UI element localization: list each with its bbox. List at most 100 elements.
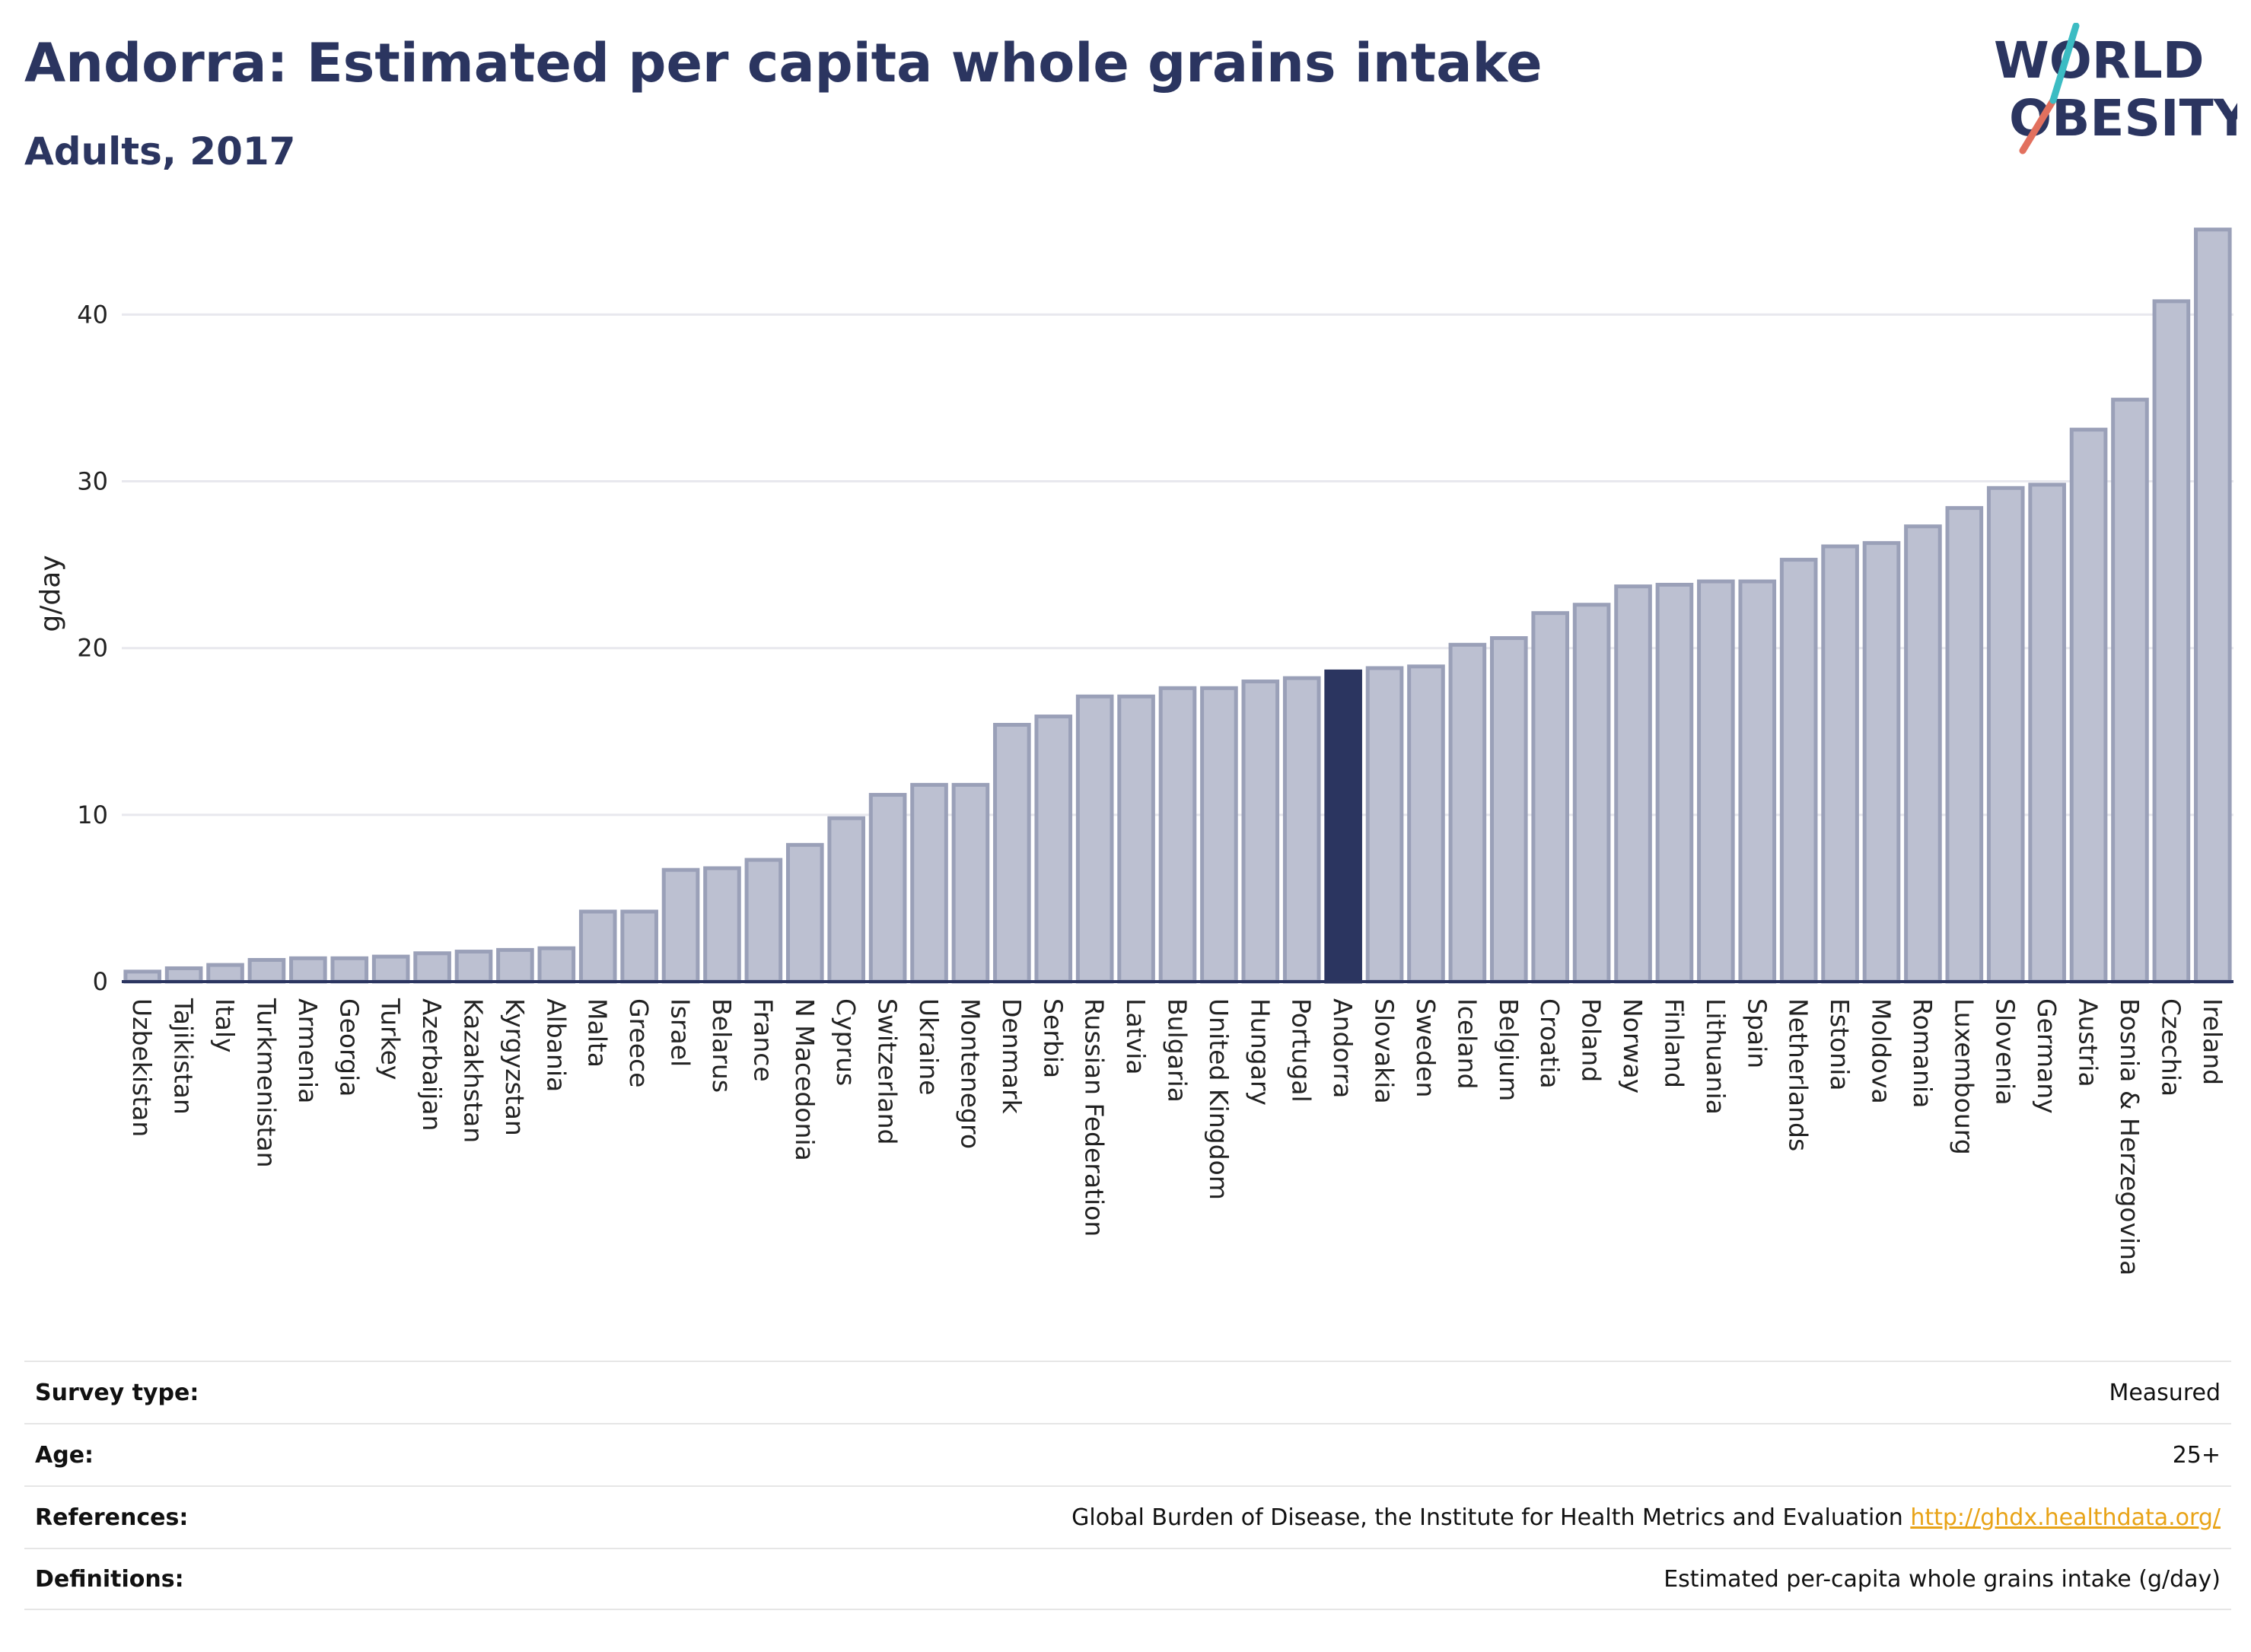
bar (2152, 299, 2191, 984)
x-tick-label: Estonia (1825, 998, 1855, 1090)
bar (1365, 666, 1404, 984)
bar (1075, 694, 1114, 984)
y-tick-label: 30 (77, 467, 108, 496)
chart-subtitle: Adults, 2017 (24, 129, 296, 173)
bar (578, 909, 617, 984)
bar (2069, 428, 2108, 984)
bar (496, 947, 534, 984)
bar (2111, 397, 2149, 984)
x-tick-label: Montenegro (955, 998, 985, 1149)
bar (1614, 584, 1652, 984)
x-tick-label: Belarus (707, 998, 737, 1093)
bar (1572, 603, 1611, 984)
bar (1241, 680, 1280, 984)
bar (910, 782, 948, 984)
bar (1158, 686, 1197, 984)
y-tick-label: 10 (77, 801, 108, 829)
info-row-survey-type: Survey type: Measured (24, 1361, 2231, 1423)
bar (785, 842, 824, 984)
y-tick-label: 40 (77, 300, 108, 329)
bar (1779, 558, 1818, 984)
bar (1904, 524, 1942, 984)
x-tick-label: Switzerland (873, 998, 903, 1145)
bar (1986, 485, 2025, 984)
x-tick-label: Uzbekistan (127, 998, 157, 1137)
bar (289, 956, 327, 984)
x-tick-label: Tajikistan (169, 998, 199, 1115)
x-tick-label: Belgium (1494, 998, 1523, 1101)
x-tick-label: Italy (210, 998, 240, 1053)
bar (993, 723, 1031, 984)
x-tick-label: Czechia (2156, 998, 2186, 1097)
bar-chart: 0 10 20 30 40 Uzbekistan Tajikistan Italy Turkme… (35, 228, 2233, 1275)
references-link[interactable]: http://ghdx.healthdata.org/ (1910, 1504, 2221, 1531)
x-tick-label: N Macedonia (790, 998, 820, 1161)
bar (371, 954, 410, 984)
age-value: 25+ (2172, 1441, 2221, 1469)
y-axis-title: g/day (35, 555, 66, 632)
bar (620, 909, 658, 984)
x-tick-label: Cyprus (831, 998, 861, 1086)
bar (1945, 506, 1984, 984)
x-tick-label: Spain (1742, 998, 1772, 1068)
bar (1738, 579, 1777, 984)
x-tick-label: Portugal (1287, 998, 1317, 1103)
survey-type-value: Measured (2109, 1379, 2221, 1406)
x-tick-label: Croatia (1535, 998, 1565, 1089)
survey-type-label: Survey type: (35, 1379, 199, 1406)
bar (1862, 541, 1901, 984)
bar (454, 950, 493, 984)
bar (2028, 482, 2066, 984)
bar (1821, 544, 1859, 984)
x-tick-label: Turkey (376, 998, 406, 1080)
x-tick-label: Andorra (1328, 998, 1358, 1098)
bar (1282, 676, 1321, 984)
bar-highlight (1324, 669, 1362, 984)
info-row-age: Age: 25+ (24, 1423, 2231, 1485)
x-tick-label: Russian Federation (1080, 998, 1110, 1237)
bar (1697, 579, 1735, 984)
bar (1448, 642, 1487, 984)
logo-slash-teal (2049, 23, 2080, 104)
references-text: Global Burden of Disease, the Institute … (1071, 1504, 1903, 1531)
world-obesity-logo: WORLD OBESITY (1994, 23, 2237, 154)
x-tick-label: Azerbaijan (417, 998, 447, 1131)
references-value: Global Burden of Disease, the Institute … (1071, 1504, 2221, 1531)
logo-line1: WORLD (1994, 31, 2205, 90)
bar (247, 958, 286, 984)
x-tick-label: Norway (1618, 998, 1648, 1093)
bar (206, 963, 244, 984)
x-tick-label: Kazakhstan (459, 998, 489, 1143)
x-tick-label: Georgia (334, 998, 364, 1097)
x-tick-label: France (748, 998, 778, 1082)
bar (951, 782, 990, 984)
logo-line2: OBESITY (2009, 89, 2237, 148)
age-label: Age: (35, 1441, 94, 1469)
x-tick-label: Malta (583, 998, 613, 1068)
x-tick-label: Germany (2032, 998, 2062, 1114)
x-tick-label: Turkmenistan (251, 998, 281, 1168)
bars (123, 228, 2232, 984)
definitions-value: Estimated per-capita whole grains intake… (1664, 1565, 2221, 1593)
x-tick-label: Sweden (1411, 998, 1441, 1097)
x-tick-label: Netherlands (1784, 998, 1813, 1151)
x-tick-label: Greece (624, 998, 654, 1087)
x-tick-label: Moldova (1867, 998, 1896, 1104)
x-tick-label: Finland (1659, 998, 1689, 1088)
x-tick-label: United Kingdom (1204, 998, 1234, 1200)
x-tick-label: Latvia (1121, 998, 1151, 1074)
x-tick-label: Luxembourg (1949, 998, 1979, 1155)
bar (413, 951, 451, 984)
info-row-definitions: Definitions: Estimated per-capita whole … (24, 1548, 2231, 1610)
x-tick-label: Poland (1577, 998, 1606, 1082)
x-tick-label: Albania (541, 998, 571, 1092)
bar (744, 858, 783, 984)
x-tick-label: Ireland (2198, 998, 2227, 1085)
x-tick-label: Serbia (1038, 998, 1068, 1078)
bar (1200, 686, 1238, 984)
x-tick-label: Ukraine (914, 998, 944, 1095)
bar (1034, 715, 1073, 984)
logo-slash-red (2019, 97, 2057, 154)
x-tick-label: Bulgaria (1163, 998, 1192, 1103)
bar (164, 966, 203, 984)
